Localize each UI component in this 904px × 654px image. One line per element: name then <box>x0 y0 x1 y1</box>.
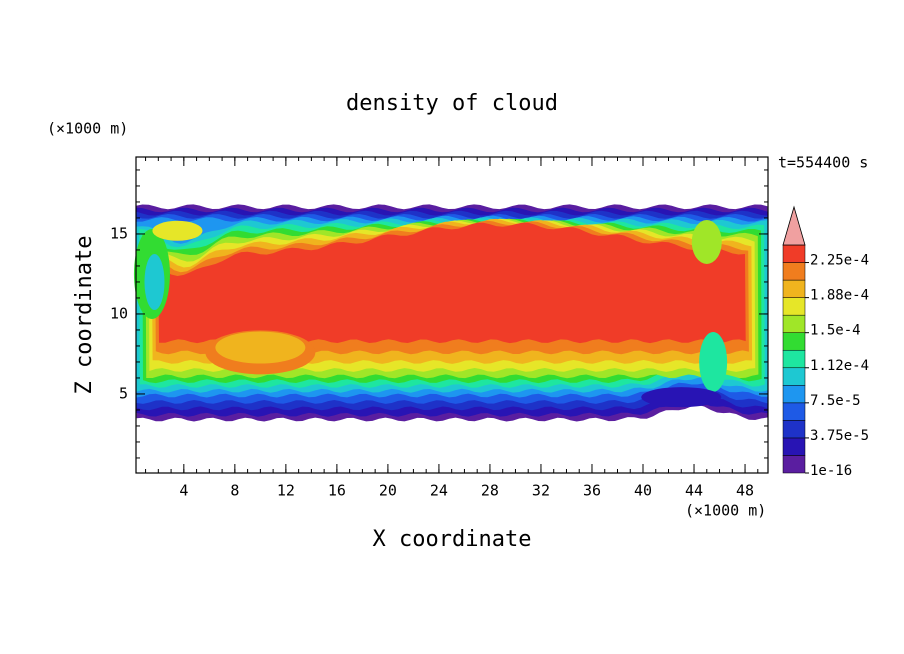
y-tick-label: 15 <box>110 224 128 242</box>
colorbar-box <box>782 244 806 263</box>
x-tick-label: 40 <box>634 482 652 500</box>
y-axis-label: Z coordinate <box>72 236 97 395</box>
x-tick-label: 48 <box>736 482 754 500</box>
colorbar-tick-label: 1e-16 <box>810 463 852 479</box>
colorbar-box <box>782 332 806 351</box>
contour-fill <box>691 219 722 264</box>
contour-fill <box>215 331 306 364</box>
contour-fill <box>144 253 165 310</box>
colorbar-tick-label: 3.75e-5 <box>810 428 869 444</box>
colorbar-tick-label: 1.5e-4 <box>810 323 861 339</box>
colorbar-tick-label: 2.25e-4 <box>810 253 869 269</box>
x-tick-label: 12 <box>277 482 295 500</box>
colorbar-box <box>782 402 806 421</box>
colorbar-box <box>782 314 806 333</box>
colorbar-box <box>782 437 806 456</box>
x-tick-label: 8 <box>230 482 239 500</box>
y-tick-label: 5 <box>119 384 128 402</box>
contour-fill <box>152 220 203 241</box>
colorbar-box <box>782 297 806 316</box>
contour-fill <box>641 387 722 408</box>
time-label: t=554400 s <box>778 154 868 172</box>
x-tick-label: 44 <box>685 482 703 500</box>
contour-fill <box>158 222 746 344</box>
colorbar-tick-label: 1.88e-4 <box>810 288 869 304</box>
x-tick-label: 20 <box>379 482 397 500</box>
y-tick-label: 10 <box>110 304 128 322</box>
contour-field <box>133 204 768 422</box>
colorbar-box <box>782 385 806 404</box>
colorbar-tick-label: 1.12e-4 <box>810 358 869 374</box>
x-tick-label: 36 <box>583 482 601 500</box>
x-tick-label: 24 <box>430 482 448 500</box>
x-tick-label: 4 <box>179 482 188 500</box>
chart-title: density of cloud <box>346 91 558 116</box>
x-axis-label: X coordinate <box>373 527 532 552</box>
colorbar-box <box>782 349 806 369</box>
colorbar-tick-label: 7.5e-5 <box>810 393 861 409</box>
colorbar-box <box>782 367 806 386</box>
x-tick-label: 32 <box>532 482 550 500</box>
x-tick-label: 28 <box>481 482 499 500</box>
colorbar-extend <box>782 205 806 246</box>
contour-fill <box>699 331 728 392</box>
colorbar-box <box>782 455 806 474</box>
colorbar-box <box>782 279 806 298</box>
colorbar-box <box>782 420 806 439</box>
colorbar-box <box>782 262 806 281</box>
y-unit: (×1000 m) <box>47 120 128 138</box>
x-unit: (×1000 m) <box>685 502 766 520</box>
x-tick-label: 16 <box>328 482 346 500</box>
